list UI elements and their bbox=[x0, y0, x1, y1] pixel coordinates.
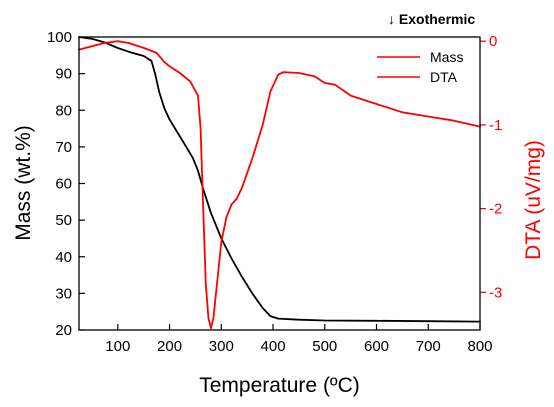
x-tick-label: 200 bbox=[157, 338, 182, 355]
exothermic-annotation: ↓ Exothermic bbox=[388, 11, 475, 27]
y-right-tick-label: -3 bbox=[489, 284, 502, 301]
x-tick-label: 700 bbox=[416, 338, 441, 355]
y-left-tick-label: 80 bbox=[55, 102, 72, 119]
x-tick-label: 600 bbox=[364, 338, 389, 355]
y-left-tick-label: 60 bbox=[55, 176, 72, 193]
x-axis-title: Temperature (ºC) bbox=[199, 374, 360, 397]
y-right-tick-label: 0 bbox=[489, 33, 497, 50]
y-axis-right-title: DTA (uV/mg) bbox=[522, 140, 545, 260]
legend: Mass DTA bbox=[377, 49, 463, 85]
x-tick-label: 300 bbox=[209, 338, 234, 355]
y-left-tick-label: 30 bbox=[55, 285, 72, 302]
y-left-tick-label: 100 bbox=[47, 29, 72, 46]
legend-label-dta: DTA bbox=[430, 69, 458, 85]
series-line-mass bbox=[78, 36, 481, 323]
y-left-tick-label: 70 bbox=[55, 139, 72, 156]
y-left-tick-label: 20 bbox=[55, 322, 72, 339]
y-left-tick-label: 50 bbox=[55, 212, 72, 229]
x-tick-label: 500 bbox=[312, 338, 337, 355]
series-line-dta bbox=[78, 40, 481, 330]
plot-frame bbox=[78, 36, 481, 331]
y-axis-left-title: Mass (wt.%) bbox=[12, 125, 35, 241]
x-tick-label: 400 bbox=[261, 338, 286, 355]
x-tick-label: 100 bbox=[105, 338, 130, 355]
y-left-tick-label: 90 bbox=[55, 66, 72, 83]
x-tick-label: 800 bbox=[467, 338, 492, 355]
series-layer bbox=[78, 36, 481, 330]
y-right-tick-label: -1 bbox=[489, 117, 502, 134]
legend-label-mass: Mass bbox=[430, 49, 463, 65]
y-left-tick-label: 40 bbox=[55, 249, 72, 266]
ticks-layer: 100 200 300 400 500 600 700 800 20 30 40 50 60 70 80 90… bbox=[47, 29, 502, 355]
y-right-tick-label: -2 bbox=[489, 201, 502, 218]
